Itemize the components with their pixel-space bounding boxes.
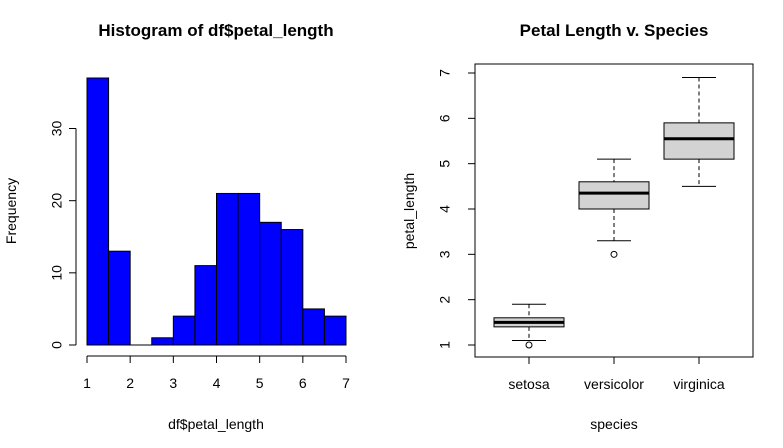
histogram-x-tick-label-6: 7	[342, 375, 350, 391]
histogram-bar-4	[172, 315, 196, 346]
boxplot-outlier-0	[525, 341, 533, 349]
histogram-bar-1	[108, 250, 131, 346]
boxplot-box-versicolor	[578, 158, 650, 258]
histogram-x-tick-label-2: 3	[169, 375, 177, 391]
boxplot-y-tick-label-3: 4	[437, 205, 453, 213]
boxplot-outlier-0	[610, 250, 618, 258]
histogram-bars	[86, 77, 347, 346]
histogram-x-tick-label-1: 2	[126, 375, 134, 391]
boxplot-x-label: species	[590, 416, 637, 432]
histogram-y-tick-label-3: 30	[49, 121, 65, 137]
histogram-bar-8	[259, 221, 282, 346]
boxplot-iqr-box	[663, 122, 735, 160]
boxplot-y-tick-label-0: 1	[437, 341, 453, 349]
histogram-y-tick-label-0: 0	[49, 341, 65, 349]
histogram-title: Histogram of df$petal_length	[98, 21, 333, 40]
boxplot-y-tick-label-4: 5	[437, 160, 453, 168]
boxplot-box-virginica	[663, 77, 735, 187]
boxplot-box-setosa	[493, 303, 565, 349]
boxplot-x-tick-label-versicolor: versicolor	[584, 376, 644, 392]
histogram-y-tick-label-1: 10	[49, 265, 65, 281]
histogram-x-tick-label-5: 6	[299, 375, 307, 391]
boxplot-title: Petal Length v. Species	[520, 21, 709, 40]
boxplot-x-tick-label-virginica: virginica	[673, 376, 725, 392]
histogram-bar-6	[216, 192, 239, 346]
histogram-bar-9	[280, 229, 304, 346]
boxplot-iqr-box	[578, 181, 650, 210]
histogram-x-tick-label-0: 1	[83, 375, 91, 391]
histogram-y-axis: 0 10 20 30	[49, 121, 77, 349]
histogram-x-axis: 1 2 3 4 5 6 7	[83, 355, 350, 391]
boxplot-y-tick-label-2: 3	[437, 250, 453, 258]
histogram-bar-5	[194, 265, 218, 346]
histogram-bar-10	[302, 308, 325, 346]
histogram-bar-11	[323, 315, 347, 346]
boxplot-y-tick-label-1: 2	[437, 296, 453, 304]
boxplot-y-tick-label-6: 7	[437, 69, 453, 77]
boxplot-y-label: petal_length	[401, 173, 417, 249]
histogram-bar-0	[86, 77, 110, 346]
boxplot-y-axis: 1 2 3 4 5 6 7	[437, 69, 476, 349]
histogram-x-tick-label-3: 4	[213, 375, 221, 391]
boxplot-x-tick-label-setosa: setosa	[508, 376, 549, 392]
histogram-y-label: Frequency	[3, 178, 19, 244]
histogram-panel: Histogram of df$petal_length df$petal_le…	[3, 21, 350, 432]
histogram-y-tick-label-2: 20	[49, 193, 65, 209]
boxplot-boxes	[493, 77, 735, 349]
boxplot-y-tick-label-5: 6	[437, 114, 453, 122]
histogram-x-label: df$petal_length	[168, 416, 264, 432]
histogram-x-tick-label-4: 5	[256, 375, 264, 391]
boxplot-x-axis: setosa versicolor virginica	[508, 356, 725, 392]
boxplot-panel: Petal Length v. Species species petal_le…	[401, 21, 754, 432]
histogram-bar-3	[151, 337, 174, 346]
histogram-bar-7	[237, 192, 261, 346]
